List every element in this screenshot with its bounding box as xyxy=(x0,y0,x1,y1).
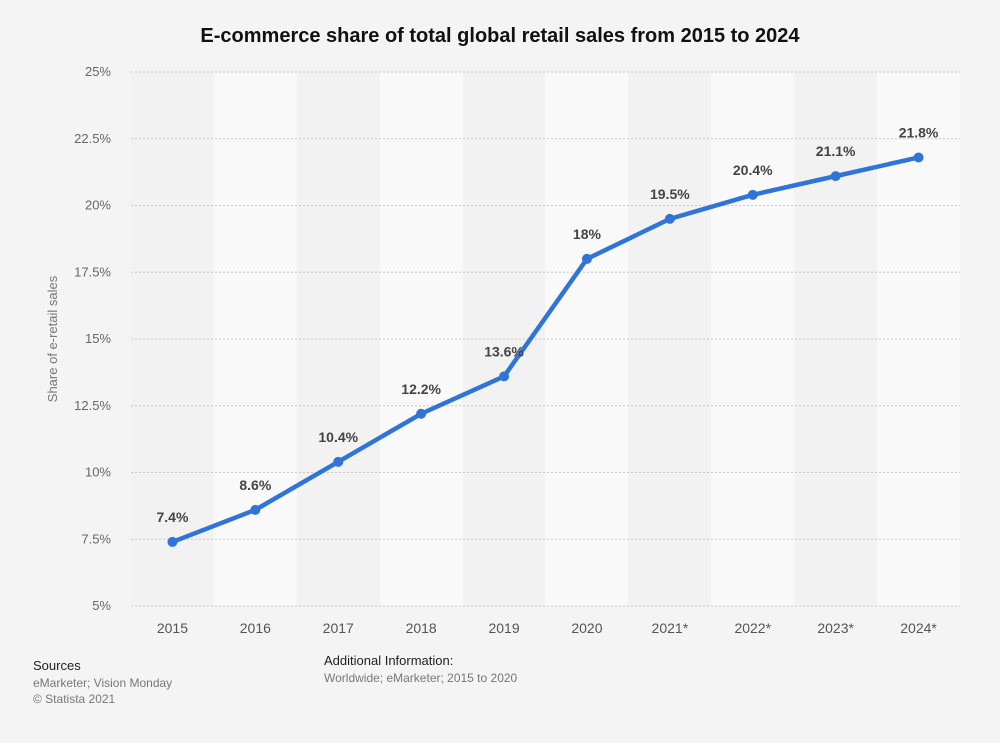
data-points xyxy=(167,152,924,547)
additional-info-block: Additional Information: Worldwide; eMark… xyxy=(324,653,517,686)
y-tick-label: 7.5% xyxy=(81,531,111,546)
data-point[interactable] xyxy=(250,504,261,515)
y-tick-label: 15% xyxy=(85,331,111,346)
y-axis-label: Share of e-retail sales xyxy=(45,275,60,402)
x-tick-label: 2020 xyxy=(571,620,602,636)
column-band xyxy=(296,72,380,606)
y-tick-label: 25% xyxy=(85,64,111,79)
data-point[interactable] xyxy=(747,189,758,200)
sources-heading[interactable]: Sources xyxy=(33,658,81,673)
data-label: 13.6% xyxy=(484,343,524,359)
data-label: 8.6% xyxy=(239,477,271,493)
series-line xyxy=(170,155,921,545)
x-tick-label: 2024* xyxy=(900,620,937,636)
data-point[interactable] xyxy=(167,536,178,547)
x-tick-label: 2015 xyxy=(157,620,188,636)
x-axis-ticks: 2015 2016 2017 2018 2019 2020 2021* 2022* 2023* 2… xyxy=(157,620,938,636)
chart-title: E-commerce share of total global retail … xyxy=(200,25,800,47)
additional-info-heading[interactable]: Additional Information: xyxy=(324,653,454,668)
data-label: 12.2% xyxy=(401,381,441,397)
data-label: 19.5% xyxy=(650,186,690,202)
copyright-text: © Statista 2021 xyxy=(33,692,116,706)
data-point[interactable] xyxy=(333,456,344,467)
data-point[interactable] xyxy=(416,408,427,419)
data-point[interactable] xyxy=(830,171,841,182)
x-tick-label: 2022* xyxy=(734,620,771,636)
y-tick-label: 17.5% xyxy=(74,264,111,279)
x-tick-label: 2016 xyxy=(240,620,271,636)
sources-block: Sources eMarketer; Vision Monday © Stati… xyxy=(33,658,172,707)
data-point[interactable] xyxy=(499,371,510,382)
y-axis-ticks: 5% 7.5% 10% 12.5% 15% 17.5% 20% 22.5% 25% xyxy=(74,64,111,613)
data-label: 18% xyxy=(573,226,602,242)
y-tick-label: 5% xyxy=(92,598,111,613)
x-tick-label: 2021* xyxy=(652,620,689,636)
y-tick-label: 22.5% xyxy=(74,131,111,146)
data-point[interactable] xyxy=(664,213,675,224)
data-label: 21.1% xyxy=(816,143,856,159)
data-point[interactable] xyxy=(581,253,592,264)
additional-info-text: Worldwide; eMarketer; 2015 to 2020 xyxy=(324,671,518,685)
sources-text: eMarketer; Vision Monday xyxy=(33,676,173,690)
data-labels: 7.4% 8.6% 10.4% 12.2% 13.6% 18% 19.5% 20.4% 21.1… xyxy=(156,124,938,524)
x-tick-label: 2017 xyxy=(323,620,354,636)
data-label: 20.4% xyxy=(733,162,773,178)
y-tick-label: 20% xyxy=(85,198,111,213)
y-tick-label: 12.5% xyxy=(74,398,111,413)
y-tick-label: 10% xyxy=(85,465,111,480)
data-label: 7.4% xyxy=(156,509,188,525)
x-tick-label: 2023* xyxy=(817,620,854,636)
data-point[interactable] xyxy=(913,152,924,163)
x-tick-label: 2018 xyxy=(406,620,437,636)
data-label: 10.4% xyxy=(318,429,358,445)
x-tick-label: 2019 xyxy=(488,620,519,636)
data-label: 21.8% xyxy=(899,124,939,140)
column-band xyxy=(628,72,712,606)
series-polyline xyxy=(170,155,921,545)
